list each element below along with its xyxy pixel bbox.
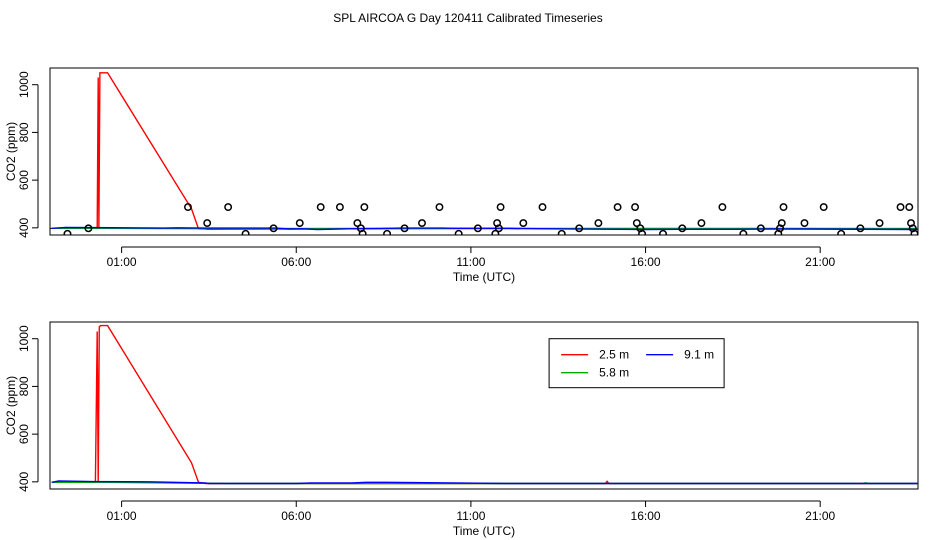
calibration-point <box>316 203 325 212</box>
calibration-point <box>739 229 748 235</box>
x-tick-label: 01:00 <box>107 255 137 269</box>
y-axis-label: CO2 (ppm) <box>4 376 18 435</box>
legend-box <box>548 338 725 389</box>
calibration-point <box>631 203 640 212</box>
calibration-point <box>63 229 72 235</box>
chart-title: SPL AIRCOA G Day 120411 Calibrated Times… <box>333 11 602 25</box>
top-panel: 01:00 06:00 11:00 16:00 21:00 Time (UTC) 400 60… <box>4 67 919 284</box>
y-tick-label: 400 <box>17 472 31 492</box>
calibration-point <box>718 203 727 212</box>
calibration-point <box>779 203 788 212</box>
y-tick-label: 800 <box>17 376 31 396</box>
calibration-point <box>856 224 865 233</box>
x-tick-label: 16:00 <box>631 509 661 523</box>
calibration-point <box>473 224 482 233</box>
calibration-point <box>454 229 463 235</box>
legend: 2.5 m 9.1 m 5.8 m <box>548 338 725 389</box>
calibration-point <box>491 229 500 235</box>
legend-label: 5.8 m <box>599 366 629 380</box>
calibration-point <box>538 203 547 212</box>
calibration-point <box>358 229 367 235</box>
calibration-point <box>418 219 426 228</box>
y-axis-label: CO2 (ppm) <box>4 122 18 181</box>
x-tick-label: 06:00 <box>281 255 311 269</box>
x-tick-label: 11:00 <box>456 255 485 269</box>
calibration-point <box>184 203 192 212</box>
x-axis-label: Time (UTC) <box>453 270 515 284</box>
y-tick-label: 600 <box>17 424 31 444</box>
legend-label: 9.1 m <box>684 348 714 362</box>
bottom-panel: 01:00 06:00 11:00 16:00 21:00 Time (UTC) 400 60… <box>4 321 919 538</box>
y-tick-label: 1000 <box>17 71 31 98</box>
series-line-2-5-mm <box>55 324 918 485</box>
calibration-point <box>335 203 344 212</box>
plot-area <box>50 72 918 235</box>
series-line-9-1-mm <box>51 480 918 485</box>
y-tick-label: 800 <box>17 122 31 142</box>
x-tick-label: 21:00 <box>805 509 835 523</box>
calibration-point <box>697 219 706 228</box>
calibration-point <box>383 229 392 235</box>
calibration-point <box>519 219 528 228</box>
calibration-point <box>632 219 641 228</box>
calibration-point <box>353 219 362 228</box>
calibration-point <box>659 229 667 235</box>
x-tick-label: 01:00 <box>107 509 137 523</box>
calibration-point <box>837 229 846 235</box>
calibration-point <box>241 229 250 235</box>
x-tick-label: 21:00 <box>805 255 835 269</box>
plot-area <box>51 324 918 485</box>
calibration-point <box>800 219 809 228</box>
calibration-point <box>400 224 409 233</box>
calibration-point <box>910 229 918 235</box>
calibration-point <box>875 219 884 228</box>
calibration-point <box>269 224 278 233</box>
series-line-2-5-mm <box>55 72 520 231</box>
calibration-point <box>777 219 786 228</box>
calibration-point <box>203 219 212 228</box>
calibration-point <box>594 219 603 228</box>
calibration-point <box>613 203 622 212</box>
calibration-point <box>905 203 914 212</box>
plot-frame <box>49 67 919 236</box>
calibration-point <box>295 219 304 228</box>
calibration-point <box>557 229 566 235</box>
calibration-point <box>678 224 687 233</box>
calibration-point <box>496 203 505 212</box>
calibration-point <box>638 229 647 235</box>
y-tick-label: 600 <box>17 170 31 190</box>
series-line-9-1-mm <box>51 226 918 231</box>
calibration-point <box>819 203 828 212</box>
legend-label: 2.5 m <box>599 348 629 362</box>
plot-frame <box>49 321 919 490</box>
calibration-point <box>224 203 233 212</box>
calibration-point <box>360 203 369 212</box>
calibration-point <box>435 203 444 212</box>
calibration-point <box>575 224 584 233</box>
x-axis-label: Time (UTC) <box>453 524 515 538</box>
calibration-point <box>494 224 503 233</box>
calibration-point <box>84 224 93 233</box>
calibration-point <box>896 203 905 212</box>
calibration-point <box>756 224 765 233</box>
x-tick-label: 06:00 <box>281 509 311 523</box>
y-tick-label: 400 <box>17 218 31 238</box>
y-tick-label: 1000 <box>17 325 31 352</box>
x-tick-label: 11:00 <box>456 509 485 523</box>
x-tick-label: 16:00 <box>631 255 661 269</box>
